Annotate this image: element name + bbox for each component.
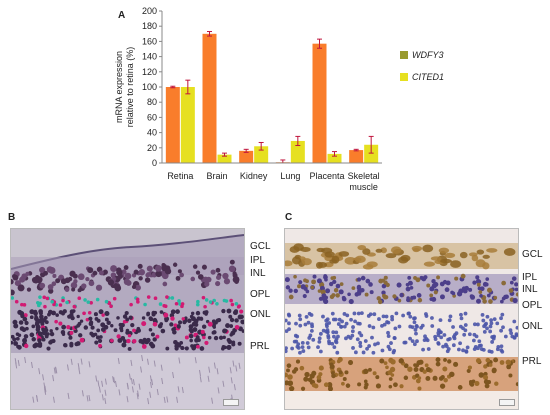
y-tick-label: 100 — [142, 82, 157, 92]
bar-cited1-0 — [180, 87, 195, 163]
y-tick-label: 20 — [147, 143, 157, 153]
micrograph-c — [284, 228, 519, 410]
legend-label-wdfy3: WDFY3 — [412, 50, 444, 60]
legend-swatch-wdfy3 — [400, 51, 408, 59]
bar-cited1-5 — [364, 144, 379, 163]
micrograph-b — [10, 228, 245, 410]
y-tick-label: 80 — [147, 97, 157, 107]
error-bars — [170, 31, 374, 164]
y-tick-label: 140 — [142, 52, 157, 62]
legend-label-cited1: CITED1 — [412, 72, 444, 82]
panel-b-layer-ipl: IPL — [250, 255, 266, 266]
bar-cited1-4 — [327, 153, 342, 163]
x-axis-labels: Retina Brain Kidney Lung Placenta Skeletal mus… — [167, 171, 379, 192]
retina-section-b — [11, 229, 244, 409]
bar-wdfy3-2 — [239, 150, 254, 163]
panel-c-layer-prl: PRL — [522, 356, 542, 367]
x-tick-label: Kidney — [240, 171, 268, 181]
bar-wdfy3-4 — [312, 43, 327, 163]
bar-wdfy3-0 — [165, 87, 180, 163]
y-tick-label: 40 — [147, 128, 157, 138]
x-tick-label: Skeletal muscle — [348, 171, 380, 192]
retina-section-c — [285, 229, 518, 409]
panel-b-layer-opl: OPL — [250, 289, 271, 300]
scale-bar-c — [499, 399, 515, 406]
panel-b-layer-inl: INL — [250, 268, 266, 279]
panel-c-layer-ipl: IPL — [522, 272, 538, 283]
x-tick-label: Placenta — [309, 171, 344, 181]
panel-label-b: B — [8, 212, 16, 223]
panel-c-layer-gcl: GCL — [522, 249, 543, 260]
bar-cited1-3 — [290, 140, 305, 163]
y-tick-label: 60 — [147, 112, 157, 122]
panel-label-a: A — [118, 10, 126, 21]
x-tick-label: Brain — [206, 171, 227, 181]
panel-c-layer-onl: ONL — [522, 321, 543, 332]
bars — [165, 33, 379, 163]
panel-c-layer-inl: INL — [522, 284, 538, 295]
y-axis-ticks: 0 20 40 60 80 100 120 140 160 180 200 — [142, 6, 162, 168]
bar-wdfy3-1 — [202, 33, 217, 163]
y-tick-label: 0 — [152, 158, 157, 168]
y-tick-label: 120 — [142, 67, 157, 77]
bar-chart: mRNA expressionrelative to retina (%) 0 2… — [114, 6, 444, 192]
panel-b-layer-onl: ONL — [250, 309, 271, 320]
bar-cited1-1 — [217, 154, 232, 163]
panel-c-layer-opl: OPL — [522, 300, 543, 311]
y-axis-label: mRNA expressionrelative to retina (%) — [114, 47, 135, 128]
legend: WDFY3 CITED1 — [400, 50, 444, 82]
panel-b-layer-gcl: GCL — [250, 241, 271, 252]
bar-wdfy3-5 — [349, 150, 364, 163]
x-tick-label: Retina — [167, 171, 193, 181]
y-tick-label: 200 — [142, 6, 157, 16]
panel-b-layer-prl: PRL — [250, 341, 270, 352]
y-tick-label: 180 — [142, 21, 157, 31]
panel-label-c: C — [285, 212, 293, 223]
x-tick-label: Lung — [280, 171, 300, 181]
bar-cited1-2 — [254, 146, 269, 163]
legend-swatch-cited1 — [400, 73, 408, 81]
y-axis-title: mRNA expressionrelative to retina (%) — [114, 47, 135, 128]
y-tick-label: 160 — [142, 36, 157, 46]
scale-bar-b — [223, 399, 239, 406]
